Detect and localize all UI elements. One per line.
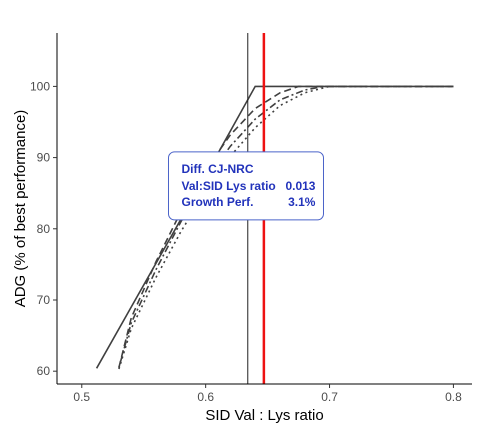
y-tick-label: 80: [37, 222, 51, 236]
annotation-row-label: Val:SID Lys ratio: [181, 179, 275, 193]
series-line-dotdash: [118, 85, 454, 368]
annotation-background: [167, 151, 324, 221]
x-tick-label: 0.6: [197, 390, 214, 404]
annotation-row-value: 3.1%: [288, 195, 316, 209]
y-tick-label: 70: [37, 293, 51, 307]
axes: 0.5 0.6 0.7 0.8 60 70 80 90 100: [30, 33, 472, 404]
series-line-dashed: [118, 85, 454, 368]
y-tick-label: 60: [37, 364, 51, 378]
series-line-dotted: [118, 85, 454, 370]
y-tick-label: 100: [30, 79, 50, 93]
x-tick-label: 0.5: [73, 390, 90, 404]
annotation-box: Diff. CJ-NRC Val:SID Lys ratio 0.013 Gro…: [167, 151, 324, 221]
y-axis-title: ADG (% of best performance): [12, 110, 29, 308]
y-tick-label: 90: [37, 151, 51, 165]
x-tick-label: 0.8: [445, 390, 462, 404]
x-tick-label: 0.7: [321, 390, 338, 404]
annotation-title: Diff. CJ-NRC: [181, 162, 253, 176]
axis-ticks: 0.5 0.6 0.7 0.8 60 70 80 90 100: [30, 79, 462, 404]
x-axis-title: SID Val : Lys ratio: [205, 407, 323, 424]
series-line-solid: [95, 85, 454, 369]
annotation-row-value: 0.013: [285, 179, 315, 193]
annotation-row-label: Growth Perf.: [181, 195, 253, 209]
